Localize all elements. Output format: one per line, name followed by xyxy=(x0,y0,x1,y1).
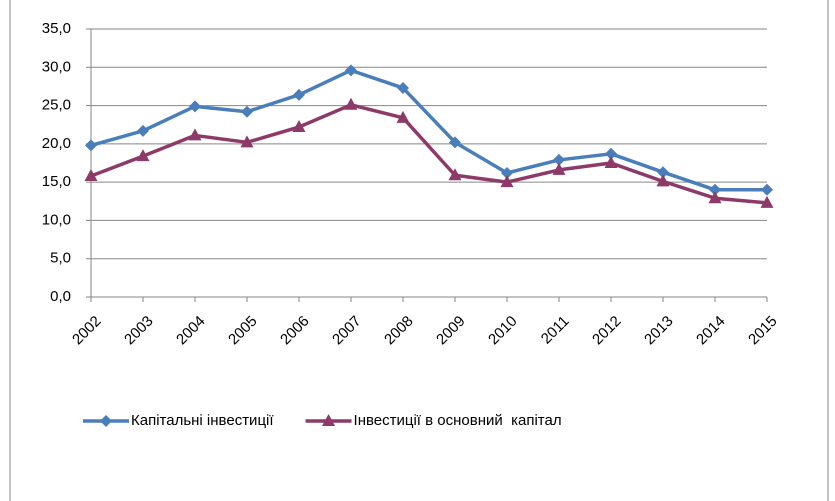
data-point xyxy=(188,128,202,141)
y-tick-label: 5,0 xyxy=(50,250,71,267)
data-point xyxy=(344,97,358,110)
data-point xyxy=(760,195,774,208)
data-point xyxy=(137,124,149,137)
data-point xyxy=(397,81,409,94)
y-tick-label: 0,0 xyxy=(50,288,71,305)
data-point xyxy=(345,64,357,77)
data-point xyxy=(605,147,617,160)
y-tick-label: 35,0 xyxy=(42,20,71,37)
data-point xyxy=(708,191,722,204)
series-line xyxy=(90,103,768,205)
data-point xyxy=(396,110,410,123)
data-point xyxy=(448,168,462,181)
legend-label: Капітальні інвестиції xyxy=(131,412,274,429)
data-point xyxy=(761,183,773,196)
chart-frame xyxy=(9,0,829,501)
data-point xyxy=(240,135,254,148)
data-point xyxy=(449,136,461,149)
data-point xyxy=(189,100,201,113)
data-point xyxy=(293,88,305,101)
data-point xyxy=(656,174,670,187)
data-point xyxy=(292,120,306,133)
data-point xyxy=(501,166,513,179)
data-point xyxy=(85,139,97,152)
y-tick-label: 25,0 xyxy=(42,97,71,114)
data-point xyxy=(241,105,253,118)
data-point xyxy=(500,175,514,188)
y-tick-label: 20,0 xyxy=(42,135,71,152)
legend-marker xyxy=(100,415,112,427)
legend-label: Інвестиції в основний капітал xyxy=(354,412,562,429)
y-tick-label: 10,0 xyxy=(42,211,71,228)
legend-marker xyxy=(322,414,336,426)
y-tick-label: 30,0 xyxy=(42,58,71,75)
series-line xyxy=(90,68,767,192)
data-point xyxy=(84,169,98,182)
y-tick-label: 15,0 xyxy=(42,173,71,190)
data-point xyxy=(657,166,669,179)
data-point xyxy=(709,183,721,196)
data-point xyxy=(552,162,566,175)
data-point xyxy=(136,149,150,162)
data-point xyxy=(604,156,618,168)
data-point xyxy=(553,153,565,166)
